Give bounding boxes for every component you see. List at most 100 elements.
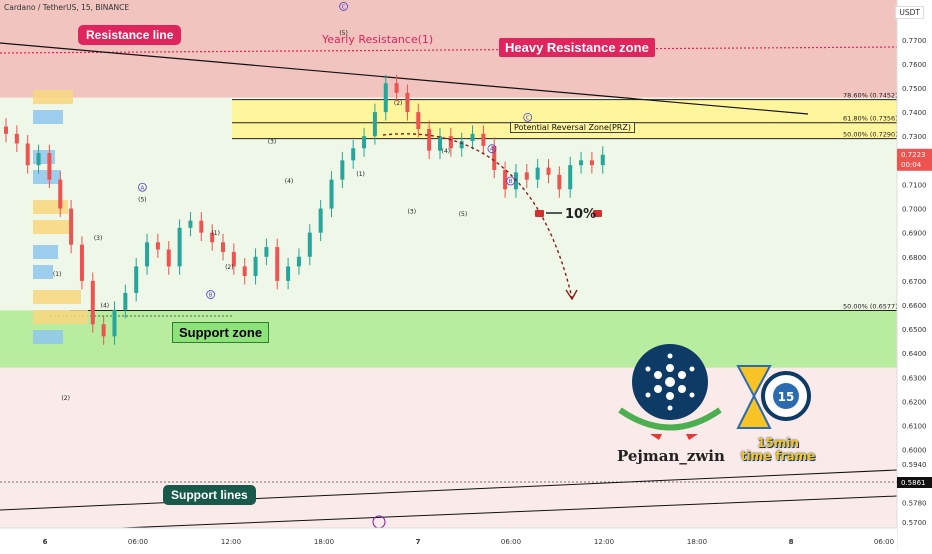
- volume-bar: [33, 245, 58, 259]
- wave-label: (1): [211, 230, 220, 237]
- volume-bar: [33, 90, 73, 104]
- y-tick-label: 0.5780: [902, 500, 927, 508]
- candle-body: [264, 247, 269, 257]
- x-tick-label: 7: [416, 538, 421, 546]
- current-price-countdown: 00:04: [901, 161, 922, 169]
- candle-body: [231, 251, 236, 267]
- candle-body: [242, 266, 247, 277]
- candle-body: [438, 136, 442, 151]
- price-axis: 0.7700 0.7600 0.7500 0.7400 0.7300 0.7100 0.70…: [896, 0, 932, 550]
- wave-label: (4): [442, 148, 451, 155]
- resistance-trendline: [0, 42, 809, 115]
- candle-body: [296, 256, 301, 267]
- candle-body: [535, 167, 540, 180]
- timeframe-top: 15min: [757, 436, 799, 450]
- wave-circle: [339, 2, 348, 11]
- candle-body: [155, 242, 160, 250]
- logo-dot: [666, 392, 674, 400]
- candle-body: [4, 126, 8, 134]
- candle-body: [199, 220, 204, 233]
- candle-body: [307, 232, 312, 257]
- projection-arrow: [382, 133, 573, 299]
- support-zone-label: Support zone: [172, 322, 270, 343]
- x-tick-label: 8: [789, 538, 794, 546]
- logo-dot: [678, 385, 686, 393]
- x-tick-label: 12:00: [594, 538, 614, 546]
- candle-body: [503, 169, 508, 190]
- fib-label: 50.00% (0.7290): [843, 131, 898, 139]
- projection-arrowhead: [565, 289, 578, 301]
- volume-bar: [33, 265, 53, 279]
- candle-body: [134, 266, 139, 293]
- x-tick-label: 12:00: [221, 538, 241, 546]
- volume-bar: [33, 150, 55, 164]
- timeframe-label: 15min time frame: [728, 437, 828, 463]
- logo-mark: [686, 434, 698, 440]
- timer-icon: 15: [736, 365, 811, 429]
- candle-body: [58, 179, 63, 209]
- candle-body: [79, 244, 84, 281]
- wave-label: A: [490, 147, 494, 153]
- candle-body: [416, 112, 421, 129]
- wave-label: (4): [101, 302, 110, 309]
- candle-body: [329, 179, 334, 209]
- candle-body: [557, 174, 562, 190]
- yearly-resistance-label: Yearly Resistance(1): [322, 33, 434, 46]
- drop-percent-label: 10%: [565, 207, 597, 222]
- x-tick-label: 06:00: [501, 538, 521, 546]
- y-tick-label: 0.7700: [902, 37, 927, 45]
- currency-label[interactable]: USDT: [895, 6, 924, 19]
- wave-label: C: [526, 115, 530, 121]
- candle-body: [351, 148, 356, 161]
- fib-label: 78.60% (0.7452): [843, 92, 898, 100]
- wave-label: (3): [408, 208, 417, 215]
- candle-body: [340, 160, 345, 180]
- hourglass-top: [736, 365, 772, 399]
- candle-body: [221, 242, 225, 252]
- wave-circle: [206, 290, 216, 299]
- candle-body: [36, 153, 41, 166]
- support-lines-label: Support lines: [163, 485, 256, 505]
- wave-label: (5): [459, 211, 468, 218]
- candle-body: [286, 266, 291, 281]
- wave-label: (4): [285, 178, 294, 185]
- candle-body: [47, 153, 52, 180]
- symbol-header: Cardano / TetherUS, 15, BINANCE: [4, 3, 130, 12]
- siren-icon: [535, 210, 544, 217]
- logo-dot: [667, 405, 673, 411]
- logo-dot: [654, 385, 662, 393]
- yearly-resistance-line: [0, 46, 898, 54]
- candle-body: [362, 136, 367, 149]
- wave-circle: [487, 144, 497, 154]
- candle-body: [524, 172, 529, 180]
- y-tick-label: 0.5700: [902, 519, 927, 527]
- volume-bar: [33, 170, 61, 184]
- candle-body: [448, 136, 453, 149]
- candle-body: [383, 83, 388, 113]
- wave-label: (3): [268, 138, 277, 145]
- candle-body: [90, 280, 95, 325]
- wave-label: C: [342, 4, 346, 10]
- candle-body: [372, 112, 377, 137]
- x-tick-label: 06:00: [128, 538, 148, 546]
- wave-circle: [523, 112, 533, 122]
- timer-number: 15: [778, 390, 795, 404]
- cardano-logo: [618, 344, 722, 440]
- x-tick-label: 18:00: [314, 538, 334, 546]
- wave-circle: [137, 182, 147, 192]
- candle-body: [210, 232, 215, 243]
- logo-mark: [650, 434, 662, 440]
- wave-label: (3): [94, 235, 103, 242]
- stopwatch-face: [773, 383, 799, 409]
- reference-price-tag: [897, 477, 932, 488]
- y-tick-label: 0.7600: [902, 61, 927, 69]
- wave-label: B: [509, 179, 513, 185]
- heavy-resistance-label: Heavy Resistance zone: [499, 38, 655, 57]
- candle-body: [112, 309, 117, 337]
- wave-label: B: [209, 293, 213, 299]
- candle-body: [568, 165, 573, 190]
- volume-bar: [33, 330, 63, 344]
- fib-label: 50.00% (0.6577): [843, 303, 898, 311]
- logo-dot: [678, 371, 686, 379]
